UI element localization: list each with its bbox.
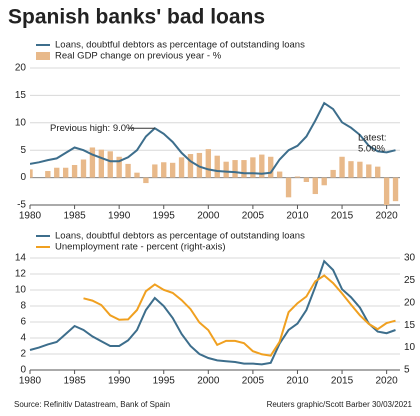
bar bbox=[357, 161, 363, 178]
x-tick-label: 1990 bbox=[108, 211, 131, 222]
y-tick-label: 10 bbox=[15, 117, 27, 128]
x-tick-label: 2005 bbox=[242, 211, 265, 222]
x-tick-label: 1980 bbox=[19, 376, 42, 387]
credit: Reuters graphic/Scott Barber 30/03/2021 bbox=[267, 400, 413, 409]
x-tick-label: 1985 bbox=[63, 376, 86, 387]
bar bbox=[54, 167, 60, 178]
legend-label: Unemployment rate - percent (right-axis) bbox=[55, 242, 226, 253]
bar bbox=[80, 159, 87, 178]
source: Source: Refinitiv Datastream, Bank of Sp… bbox=[14, 400, 170, 409]
bar bbox=[303, 177, 310, 182]
bar bbox=[143, 177, 149, 184]
x-tick-label: 2000 bbox=[197, 211, 220, 222]
y-tick-label: 2 bbox=[20, 349, 26, 360]
y-tick-label: 12 bbox=[15, 269, 27, 280]
x-tick-label: 1985 bbox=[63, 211, 86, 222]
bar bbox=[223, 161, 229, 178]
x-tick-label: 2020 bbox=[376, 211, 399, 222]
bar bbox=[294, 176, 301, 178]
bar bbox=[71, 164, 78, 178]
y2-tick-label: 10 bbox=[404, 342, 416, 353]
y-tick-label: 10 bbox=[15, 285, 27, 296]
y-tick-label: 20 bbox=[15, 63, 27, 74]
y-tick-label: 4 bbox=[20, 333, 26, 344]
y-tick-label: -5 bbox=[17, 200, 26, 211]
bar bbox=[205, 149, 211, 178]
bar bbox=[375, 166, 381, 178]
bar bbox=[250, 157, 256, 178]
x-tick-label: 2020 bbox=[376, 376, 399, 387]
legend-label: Loans, doubtful debtors as percentage of… bbox=[55, 40, 305, 51]
y2-tick-label: 20 bbox=[404, 297, 416, 308]
legend-label: Real GDP change on previous year - % bbox=[55, 51, 222, 62]
x-tick-label: 2005 bbox=[242, 376, 265, 387]
y-tick-label: 15 bbox=[15, 90, 27, 101]
bar bbox=[268, 156, 274, 178]
bar bbox=[45, 171, 51, 178]
y-tick-label: 6 bbox=[20, 317, 26, 328]
bar bbox=[312, 177, 318, 195]
bar bbox=[107, 151, 113, 178]
x-tick-label: 1995 bbox=[153, 211, 176, 222]
y-tick-label: 0 bbox=[20, 365, 26, 376]
bar bbox=[383, 177, 390, 205]
plot-area bbox=[30, 101, 399, 205]
line bbox=[30, 101, 396, 175]
bar bbox=[89, 147, 96, 178]
plot-area bbox=[29, 259, 396, 366]
bar bbox=[178, 157, 185, 178]
x-tick-label: 2015 bbox=[331, 376, 354, 387]
bar bbox=[134, 172, 140, 178]
line bbox=[83, 274, 396, 357]
chart-title: Spanish banks' bad loans bbox=[8, 6, 265, 29]
x-tick-label: 2010 bbox=[286, 211, 309, 222]
bar bbox=[259, 154, 265, 178]
y2-tick-label: 25 bbox=[404, 275, 416, 286]
bar bbox=[116, 156, 122, 178]
bar bbox=[30, 169, 33, 178]
line bbox=[29, 259, 396, 366]
bar bbox=[214, 155, 220, 178]
annotation: 5.00% bbox=[358, 144, 385, 155]
bar bbox=[98, 149, 104, 178]
x-tick-label: 1995 bbox=[153, 376, 176, 387]
annotation: Latest: bbox=[358, 133, 387, 144]
bar bbox=[321, 177, 327, 186]
bar bbox=[62, 167, 69, 178]
bar bbox=[196, 152, 203, 178]
bar bbox=[339, 156, 345, 178]
bar bbox=[161, 162, 167, 178]
bar bbox=[169, 162, 176, 178]
y2-tick-label: 5 bbox=[404, 365, 410, 376]
y-tick-label: 5 bbox=[20, 145, 26, 156]
y-tick-label: 14 bbox=[15, 253, 27, 264]
y-tick-label: 8 bbox=[20, 301, 26, 312]
bar bbox=[348, 161, 354, 178]
bar bbox=[187, 154, 194, 178]
bar bbox=[285, 177, 292, 198]
bar bbox=[392, 177, 399, 202]
legend-label: Loans, doubtful debtors as percentage of… bbox=[55, 231, 305, 242]
y-tick-label: 0 bbox=[20, 172, 26, 183]
x-tick-label: 2010 bbox=[286, 376, 309, 387]
x-tick-label: 2015 bbox=[331, 211, 354, 222]
y2-tick-label: 15 bbox=[404, 320, 416, 331]
bar bbox=[152, 164, 158, 178]
bar bbox=[232, 160, 238, 178]
x-tick-label: 2000 bbox=[197, 376, 220, 387]
annotation: Previous high: 9.0% bbox=[50, 123, 135, 134]
y2-tick-label: 30 bbox=[404, 253, 416, 264]
x-tick-label: 1990 bbox=[108, 376, 131, 387]
bar bbox=[366, 164, 372, 178]
bar bbox=[125, 163, 131, 178]
bar bbox=[330, 169, 336, 178]
bar bbox=[276, 171, 283, 178]
legend-swatch bbox=[36, 52, 50, 60]
x-tick-label: 1980 bbox=[19, 211, 42, 222]
bar bbox=[241, 160, 247, 178]
